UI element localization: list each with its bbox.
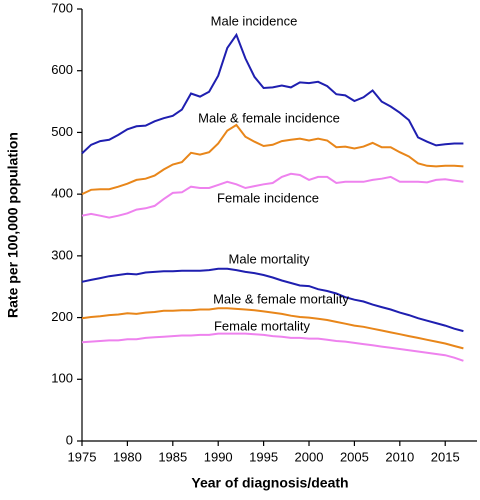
x-tick-label: 2010	[385, 449, 414, 464]
y-tick-label: 0	[66, 432, 73, 447]
series-label: Male incidence	[211, 13, 298, 28]
x-tick-label: 1995	[249, 449, 278, 464]
series-line	[81, 123, 464, 196]
series-label: Female mortality	[214, 318, 311, 333]
x-tick-label: 2015	[431, 449, 460, 464]
x-tick-label: 1990	[204, 449, 233, 464]
x-tick-label: 2005	[340, 449, 369, 464]
series-label: Female incidence	[217, 190, 319, 205]
series-line	[81, 267, 464, 333]
series-line	[81, 307, 464, 350]
series-label: Male & female incidence	[198, 110, 340, 125]
series-label: Male & female mortality	[213, 291, 349, 306]
y-tick-label: 200	[51, 309, 73, 324]
x-tick-label: 1985	[158, 449, 187, 464]
series-line	[81, 332, 464, 362]
series-line	[81, 32, 464, 155]
y-tick-label: 400	[51, 186, 73, 201]
x-axis-title: Year of diagnosis/death	[191, 475, 348, 491]
y-tick-label: 300	[51, 247, 73, 262]
series-line	[81, 172, 464, 219]
x-tick-label: 1975	[68, 449, 97, 464]
y-axis-title: Rate per 100,000 population	[5, 132, 21, 318]
y-tick-label: 100	[51, 371, 73, 386]
series-label: Male mortality	[229, 251, 310, 266]
y-tick-label: 700	[51, 0, 73, 15]
x-tick-label: 2000	[295, 449, 324, 464]
x-tick-label: 1980	[113, 449, 142, 464]
y-tick-label: 500	[51, 124, 73, 139]
y-tick-label: 600	[51, 62, 73, 77]
